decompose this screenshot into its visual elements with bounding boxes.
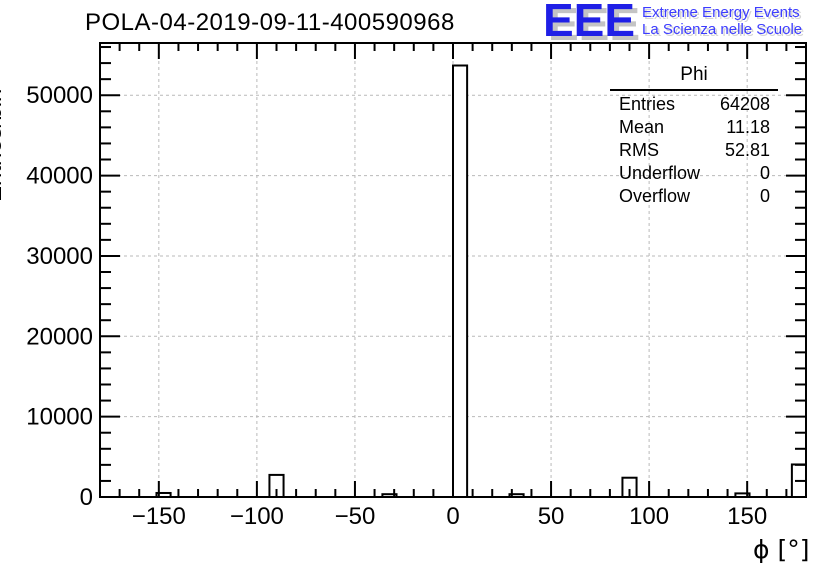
- stats-row-label: RMS: [619, 140, 659, 160]
- stats-box-underline: [610, 89, 778, 91]
- y-tick-label: 10000: [26, 404, 93, 431]
- x-tick-label: 0: [446, 503, 459, 530]
- plot-title: POLA-04-2019-09-11-400590968: [85, 9, 455, 36]
- y-tick-label: 50000: [26, 82, 93, 109]
- x-axis-title: ϕ [°]: [753, 535, 810, 564]
- stats-row-value: 64208: [719, 94, 770, 114]
- x-tick-label: 100: [629, 503, 669, 530]
- stats-box-title: Phi: [680, 64, 708, 85]
- x-tick-label: −150: [132, 503, 186, 530]
- eee-logo-line1: Extreme Energy Events: [642, 4, 800, 21]
- stats-row-label: Entries: [619, 94, 676, 114]
- x-tick-label: −50: [335, 503, 376, 530]
- y-tick-label: 30000: [26, 243, 93, 270]
- stats-row-value: 52.81: [724, 140, 770, 160]
- eee-logo: EEE Extreme Energy Events La Scienza nel…: [543, 0, 802, 46]
- y-tick-label: 40000: [26, 163, 93, 190]
- histogram-bar: [452, 64, 469, 498]
- stats-row: Overflow 0: [610, 185, 778, 208]
- stats-row: RMS 52.81: [610, 139, 778, 162]
- stats-row-value: 0: [759, 163, 770, 183]
- stats-box-rows: Entries 64208 Mean 11.18 RMS 52.81 Underflow 0 O…: [610, 93, 778, 208]
- stats-row: Entries 64208: [610, 93, 778, 116]
- y-tick-label: 0: [80, 484, 93, 511]
- y-tick-label: 20000: [26, 323, 93, 350]
- stats-row-label: Underflow: [619, 163, 701, 183]
- stats-row: Mean 11.18: [610, 116, 778, 139]
- x-tick-label: 50: [538, 503, 565, 530]
- stats-row-label: Overflow: [619, 186, 691, 206]
- stats-row-label: Mean: [619, 117, 665, 137]
- stats-row: Underflow 0: [610, 162, 778, 185]
- eee-logo-line2: La Scienza nelle Scuole: [642, 21, 803, 38]
- x-tick-label: −100: [230, 503, 284, 530]
- eee-logo-subtitle: Extreme Energy Events La Scienza nelle S…: [642, 4, 802, 38]
- eee-logo-acronym: EEE: [543, 0, 636, 46]
- stats-box: Phi Entries 64208 Mean 11.18 RMS 52.81 Underfl…: [610, 64, 778, 208]
- x-tick-label: 150: [727, 503, 767, 530]
- stats-row-value: 11.18: [726, 117, 770, 137]
- stats-row-value: 0: [759, 186, 770, 206]
